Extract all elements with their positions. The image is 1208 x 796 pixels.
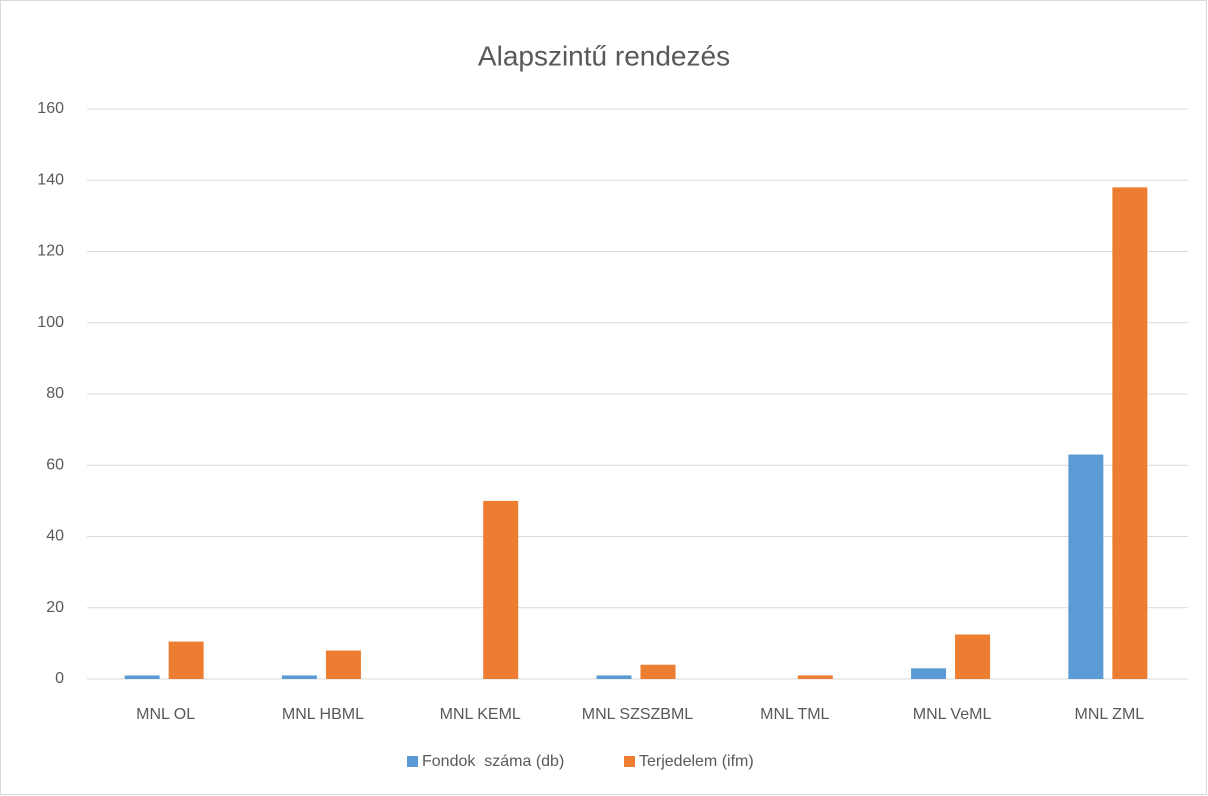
y-tick-label: 80	[46, 385, 64, 402]
x-tick-label: MNL HBML	[282, 706, 364, 723]
y-tick-label: 40	[46, 528, 64, 545]
legend-label: Fondok száma (db)	[422, 753, 564, 770]
x-tick-label: MNL KEML	[440, 706, 521, 723]
y-tick-label: 160	[37, 100, 64, 117]
bar	[483, 500, 519, 679]
bar	[168, 641, 204, 679]
y-tick-label: 140	[37, 171, 64, 188]
bar	[640, 664, 676, 679]
y-tick-label: 60	[46, 456, 64, 473]
x-tick-label: MNL SZSZBML	[582, 706, 694, 723]
y-tick-label: 20	[46, 599, 64, 616]
legend-swatch	[624, 756, 635, 767]
bar	[797, 675, 833, 679]
y-tick-label: 100	[37, 314, 64, 331]
y-tick-label: 0	[55, 670, 64, 687]
legend-label: Terjedelem (ifm)	[639, 753, 754, 770]
bar	[911, 668, 947, 679]
x-tick-label: MNL ZML	[1075, 706, 1145, 723]
bar	[325, 650, 361, 679]
bar	[955, 634, 991, 679]
bar	[281, 675, 317, 679]
bar	[1068, 454, 1104, 679]
x-tick-label: MNL VeML	[913, 706, 992, 723]
legend-swatch	[407, 756, 418, 767]
y-tick-label: 120	[37, 243, 64, 260]
bar	[124, 675, 160, 679]
x-tick-label: MNL OL	[136, 706, 195, 723]
bar	[1112, 187, 1148, 679]
chart-title: Alapszintű rendezés	[478, 40, 730, 71]
bar	[596, 675, 632, 679]
x-tick-label: MNL TML	[760, 706, 829, 723]
